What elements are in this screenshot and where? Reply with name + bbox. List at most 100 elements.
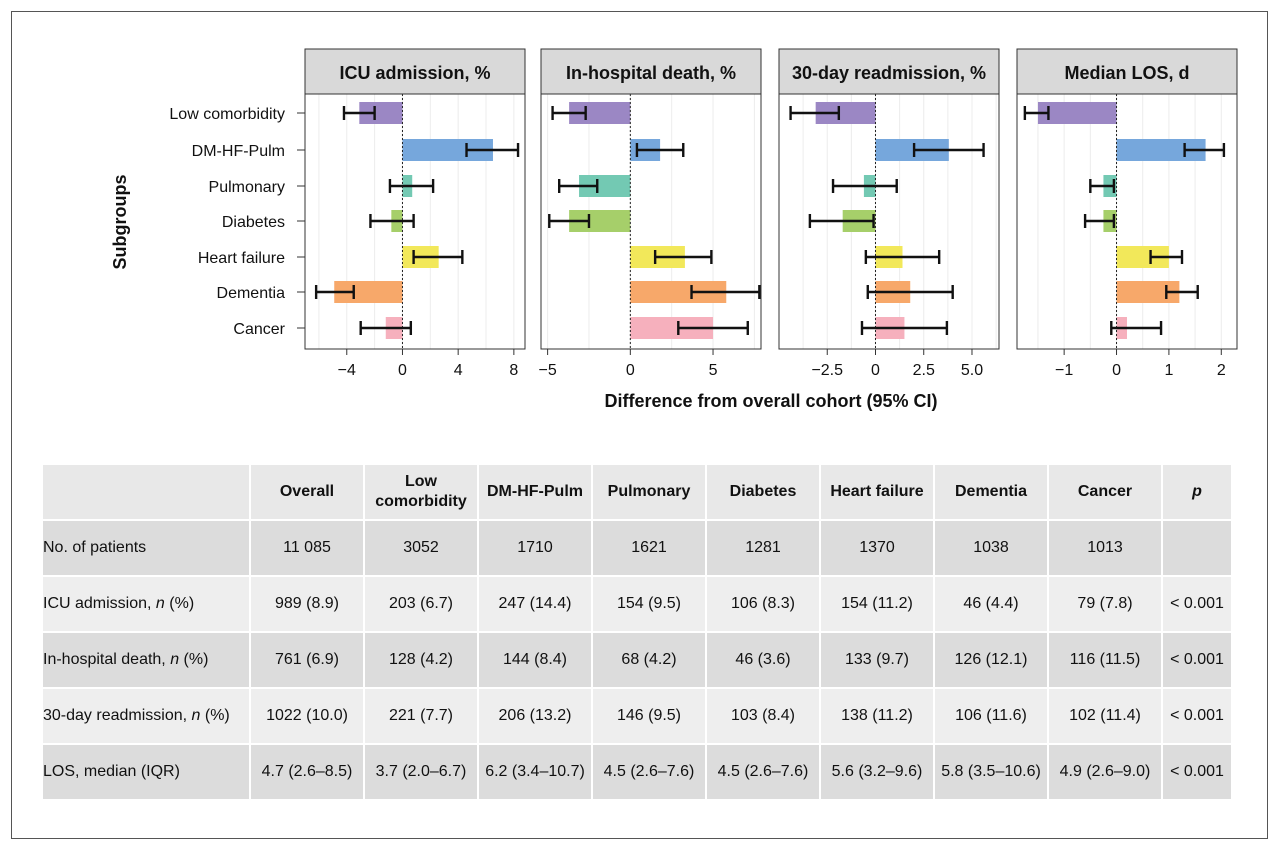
panel-header — [778, 48, 1000, 95]
table-cell: 203 (6.7) — [365, 577, 477, 631]
x-tick-label: 1 — [1164, 362, 1173, 379]
x-tick-label: 8 — [509, 362, 518, 379]
table-cell: 5.8 (3.5–10.6) — [935, 745, 1047, 799]
x-tick-label: 4 — [454, 362, 463, 379]
bar — [630, 281, 727, 303]
x-tick-label: −2.5 — [811, 362, 843, 379]
bar — [630, 317, 714, 339]
table-cell: 103 (8.4) — [707, 689, 819, 743]
row-label: ICU admission, n (%) — [43, 577, 249, 631]
table-cell: 146 (9.5) — [593, 689, 705, 743]
table-column-header: Diabetes — [707, 465, 819, 519]
category-label: Low comorbidity — [169, 106, 285, 123]
table-column-header: Dementia — [935, 465, 1047, 519]
table-cell: 116 (11.5) — [1049, 633, 1161, 687]
table-cell: 154 (9.5) — [593, 577, 705, 631]
table-cell: 5.6 (3.2–9.6) — [821, 745, 933, 799]
row-label: No. of patients — [43, 521, 249, 575]
row-label: In-hospital death, n (%) — [43, 633, 249, 687]
x-tick-label: 5.0 — [961, 362, 983, 379]
x-tick-label: 0 — [626, 362, 635, 379]
table-row: ICU admission, n (%) 989 (8.9) 203 (6.7) 24… — [43, 577, 1231, 631]
bar — [1116, 281, 1180, 303]
table-cell: < 0.001 — [1163, 745, 1231, 799]
bar — [334, 281, 403, 303]
table-row: In-hospital death, n (%) 761 (6.9) 128 (4.… — [43, 633, 1231, 687]
figure-frame — [11, 11, 1268, 839]
panel-header — [1016, 48, 1238, 95]
table-column-header — [43, 465, 249, 519]
table-cell: 79 (7.8) — [1049, 577, 1161, 631]
bar — [569, 210, 631, 232]
table-cell: 106 (8.3) — [707, 577, 819, 631]
table-cell: 4.5 (2.6–7.6) — [593, 745, 705, 799]
row-label: 30-day readmission, n (%) — [43, 689, 249, 743]
table-cell: 247 (14.4) — [479, 577, 591, 631]
category-label: Heart failure — [198, 250, 285, 267]
bar — [579, 175, 631, 197]
table-cell: 126 (12.1) — [935, 633, 1047, 687]
category-label: Cancer — [233, 321, 285, 338]
table-cell: 6.2 (3.4–10.7) — [479, 745, 591, 799]
table-cell: 68 (4.2) — [593, 633, 705, 687]
table-column-header: Low comorbidity — [365, 465, 477, 519]
table-column-header: Cancer — [1049, 465, 1161, 519]
category-label: Diabetes — [222, 214, 285, 231]
table-cell: 3052 — [365, 521, 477, 575]
category-label: DM-HF-Pulm — [192, 143, 285, 160]
table-cell: 1370 — [821, 521, 933, 575]
table-cell: 4.9 (2.6–9.0) — [1049, 745, 1161, 799]
bar — [359, 102, 403, 124]
bar — [875, 139, 949, 161]
panel-header — [540, 48, 762, 95]
x-tick-label: 2.5 — [913, 362, 935, 379]
category-label: Pulmonary — [209, 179, 285, 196]
summary-table: Overall Low comorbidity DM-HF-Pulm Pulmonary… — [41, 463, 1233, 801]
x-tick-label: 2 — [1217, 362, 1226, 379]
table-cell: 138 (11.2) — [821, 689, 933, 743]
table-cell: 206 (13.2) — [479, 689, 591, 743]
x-tick-label: −1 — [1055, 362, 1073, 379]
bar — [815, 102, 876, 124]
table-cell: 133 (9.7) — [821, 633, 933, 687]
y-axis-title: Subgroups — [110, 175, 130, 270]
table-cell: 989 (8.9) — [251, 577, 363, 631]
table-header-row: Overall Low comorbidity DM-HF-Pulm Pulmonary… — [43, 465, 1231, 519]
panel-border — [778, 93, 1000, 350]
table-cell: < 0.001 — [1163, 577, 1231, 631]
bar — [402, 139, 493, 161]
table-cell — [1163, 521, 1231, 575]
panel-border — [1016, 93, 1238, 350]
panel-plot-area — [1017, 94, 1237, 349]
panel-title: ICU admission, % — [339, 63, 490, 83]
table-cell: 102 (11.4) — [1049, 689, 1161, 743]
table-cell: 1022 (10.0) — [251, 689, 363, 743]
table-column-header: DM-HF-Pulm — [479, 465, 591, 519]
forest-bar-chart: Subgroups Low comorbidity DM-HF-Pulm Pulmon… — [110, 48, 1238, 411]
table-column-header: Pulmonary — [593, 465, 705, 519]
table-cell: 221 (7.7) — [365, 689, 477, 743]
bar — [1116, 246, 1169, 268]
bar — [1037, 102, 1117, 124]
x-tick-label: 5 — [709, 362, 718, 379]
table-cell: 761 (6.9) — [251, 633, 363, 687]
table-cell: 106 (11.6) — [935, 689, 1047, 743]
table-cell: 154 (11.2) — [821, 577, 933, 631]
table-cell: 128 (4.2) — [365, 633, 477, 687]
panel-border — [304, 93, 526, 350]
panel-plot-area — [305, 94, 525, 349]
row-label: LOS, median (IQR) — [43, 745, 249, 799]
x-axis-title: Difference from overall cohort (95% CI) — [604, 391, 937, 411]
table-cell: 3.7 (2.0–6.7) — [365, 745, 477, 799]
table-row: 30-day readmission, n (%) 1022 (10.0) 221 … — [43, 689, 1231, 743]
table-column-header: p — [1163, 465, 1231, 519]
panel-title: 30-day readmission, % — [792, 63, 986, 83]
table-body: No. of patients 11 085 3052 1710 1621 1281 137… — [43, 521, 1231, 799]
table-cell: 1281 — [707, 521, 819, 575]
table-cell: 1710 — [479, 521, 591, 575]
table-column-header: Overall — [251, 465, 363, 519]
table-cell: 1013 — [1049, 521, 1161, 575]
x-tick-label: 0 — [1112, 362, 1121, 379]
table-cell: 1038 — [935, 521, 1047, 575]
table-row: LOS, median (IQR) 4.7 (2.6–8.5) 3.7 (2.0–6… — [43, 745, 1231, 799]
